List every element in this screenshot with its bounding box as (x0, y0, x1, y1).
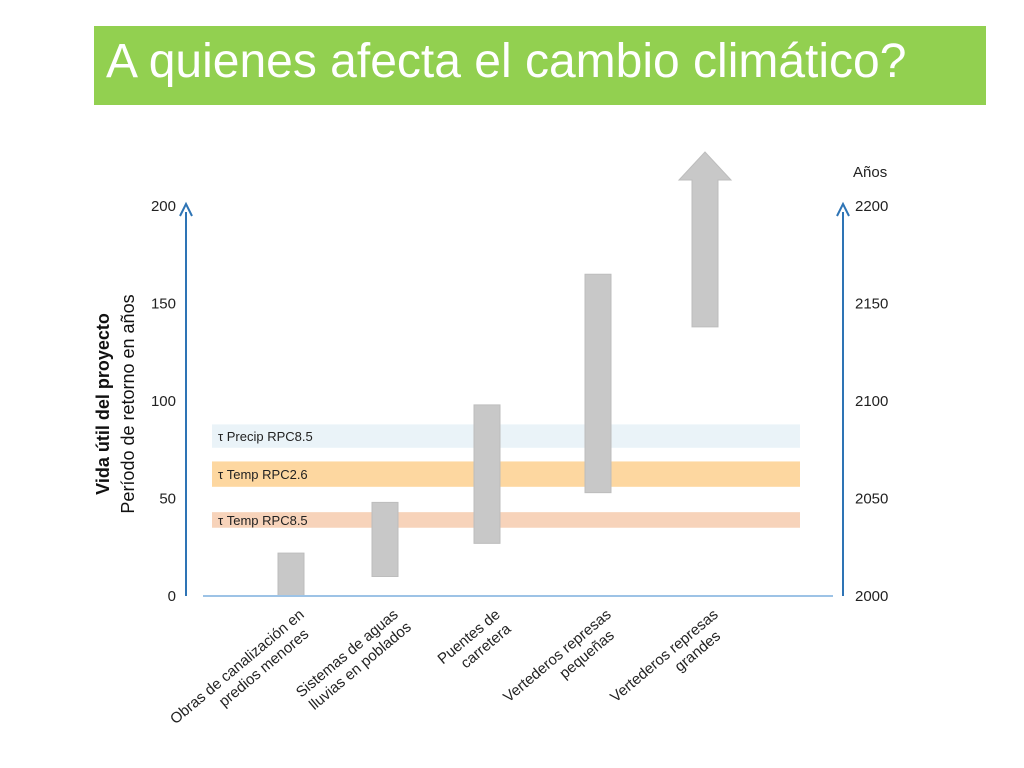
page-title: A quienes afecta el cambio climático? (106, 35, 907, 88)
title-banner: A quienes afecta el cambio climático? (94, 26, 986, 105)
left-tick-2: 100 (151, 393, 176, 410)
bar-2 (473, 404, 501, 544)
bar-3 (584, 273, 612, 494)
right-axis-arrow (836, 201, 850, 217)
band-2 (212, 512, 800, 528)
bar-0 (277, 552, 305, 597)
band-0 (212, 424, 800, 448)
left-axis-title: Período de retorno en años (118, 294, 138, 513)
left-tick-0: 0 (168, 588, 176, 605)
right-tick-0: 2000 (855, 588, 888, 605)
right-tick-3: 2150 (855, 296, 888, 313)
left-tick-4: 200 (151, 198, 176, 215)
left-tick-3: 150 (151, 296, 176, 313)
right-tick-4: 2200 (855, 198, 888, 215)
band-label-0: τ Precip RPC8.5 (218, 429, 313, 444)
band-label-2: τ Temp RPC8.5 (218, 513, 308, 528)
right-axis-title: Años (853, 164, 887, 181)
band-1 (212, 461, 800, 487)
category-label-line: Obras de canalización en (167, 606, 308, 728)
bar-1 (371, 501, 399, 577)
right-tick-2: 2100 (855, 393, 888, 410)
category-label-4: Vertederos represasgrandes (607, 606, 733, 720)
right-tick-1: 2050 (855, 491, 888, 508)
category-label-3: Vertederos represaspequeñas (500, 606, 626, 720)
left-axis-arrow (179, 201, 193, 217)
category-label-1: Sistemas de aguaslluvias en poblados (293, 605, 415, 715)
band-label-1: τ Temp RPC2.6 (218, 467, 308, 482)
category-label-2: Puentes decarretera (434, 606, 515, 682)
left-axis-title-bold: Vida útil del proyecto (93, 313, 113, 495)
category-label-0: Obras de canalización enpredios menores (167, 606, 319, 742)
left-tick-1: 50 (159, 491, 176, 508)
bar-arrow-4 (677, 151, 733, 328)
